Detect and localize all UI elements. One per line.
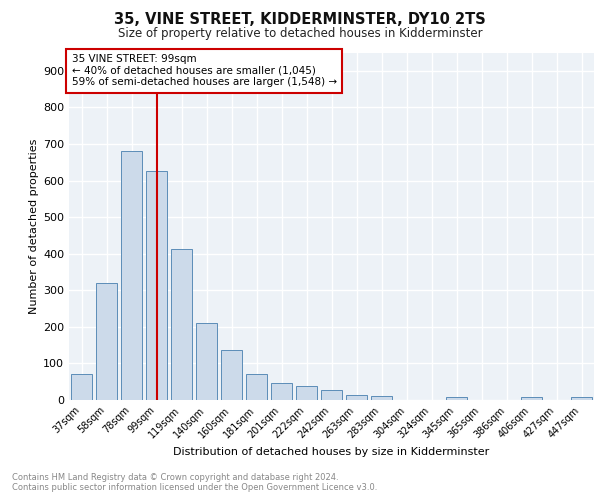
Bar <box>446 398 467 400</box>
Bar <box>146 172 167 400</box>
Bar <box>521 398 542 400</box>
Bar <box>121 152 142 400</box>
Bar <box>196 323 217 400</box>
Text: 35, VINE STREET, KIDDERMINSTER, DY10 2TS: 35, VINE STREET, KIDDERMINSTER, DY10 2TS <box>114 12 486 28</box>
X-axis label: Distribution of detached houses by size in Kidderminster: Distribution of detached houses by size … <box>173 447 490 457</box>
Y-axis label: Number of detached properties: Number of detached properties <box>29 138 39 314</box>
Bar <box>221 350 242 400</box>
Bar <box>371 396 392 400</box>
Text: Size of property relative to detached houses in Kidderminster: Size of property relative to detached ho… <box>118 28 482 40</box>
Bar <box>321 390 342 400</box>
Text: 35 VINE STREET: 99sqm
← 40% of detached houses are smaller (1,045)
59% of semi-d: 35 VINE STREET: 99sqm ← 40% of detached … <box>71 54 337 88</box>
Bar <box>171 250 192 400</box>
Bar <box>296 386 317 400</box>
Bar <box>71 374 92 400</box>
Text: Contains HM Land Registry data © Crown copyright and database right 2024.
Contai: Contains HM Land Registry data © Crown c… <box>12 473 377 492</box>
Bar <box>246 374 267 400</box>
Bar <box>571 398 592 400</box>
Bar <box>271 383 292 400</box>
Bar <box>96 283 117 400</box>
Bar <box>346 395 367 400</box>
